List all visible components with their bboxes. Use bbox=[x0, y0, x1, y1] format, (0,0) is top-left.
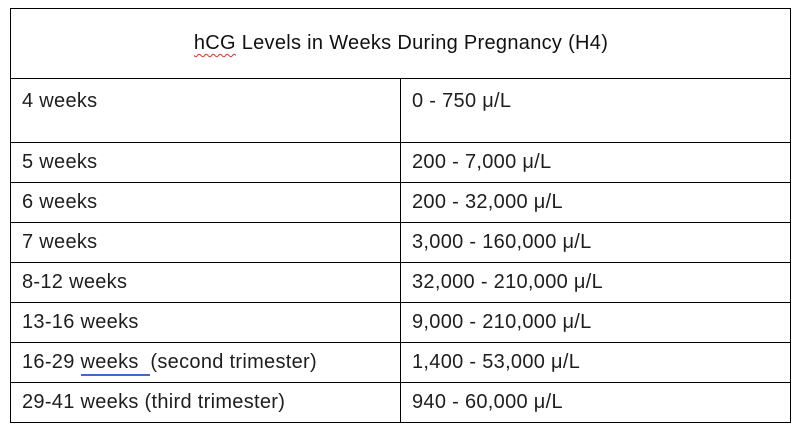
week-text: 7 weeks bbox=[22, 231, 98, 253]
grammar-flagged-text: weeks bbox=[80, 351, 151, 376]
week-cell: 8-12 weeks bbox=[10, 262, 401, 303]
table-row: 8-12 weeks 32,000 - 210,000 μ/L bbox=[10, 262, 791, 303]
table-title-row: hCG Levels in Weeks During Pregnancy (H4… bbox=[10, 8, 791, 79]
table-row: 7 weeks 3,000 - 160,000 μ/L bbox=[10, 222, 791, 263]
level-cell: 1,400 - 53,000 μ/L bbox=[400, 342, 791, 383]
level-cell: 940 - 60,000 μ/L bbox=[400, 382, 791, 423]
week-text: 6 weeks bbox=[22, 191, 98, 213]
week-cell: 5 weeks bbox=[10, 142, 401, 183]
level-cell: 9,000 - 210,000 μ/L bbox=[400, 302, 791, 343]
level-cell: 32,000 - 210,000 μ/L bbox=[400, 262, 791, 303]
table-row: 13-16 weeks 9,000 - 210,000 μ/L bbox=[10, 302, 791, 343]
level-cell: 3,000 - 160,000 μ/L bbox=[400, 222, 791, 263]
week-cell: 7 weeks bbox=[10, 222, 401, 263]
week-text: 4 weeks bbox=[22, 90, 98, 112]
table-row: 4 weeks 0 - 750 μ/L bbox=[10, 78, 791, 143]
level-cell: 200 - 32,000 μ/L bbox=[400, 182, 791, 223]
table-title: hCG Levels in Weeks During Pregnancy (H4… bbox=[10, 8, 791, 79]
week-cell: 16-29 weeks (second trimester) bbox=[10, 342, 401, 383]
table-title-text: Levels in Weeks During Pregnancy (H4) bbox=[235, 32, 609, 54]
table-row: 16-29 weeks (second trimester) 1,400 - 5… bbox=[10, 342, 791, 383]
week-cell: 6 weeks bbox=[10, 182, 401, 223]
week-text: 8-12 weeks bbox=[22, 271, 128, 293]
table-row: 29-41 weeks (third trimester) 940 - 60,0… bbox=[10, 382, 791, 423]
week-text: 16-29 bbox=[22, 351, 81, 373]
week-cell: 4 weeks bbox=[10, 78, 401, 143]
hcg-levels-table: hCG Levels in Weeks During Pregnancy (H4… bbox=[10, 8, 791, 423]
spellcheck-flagged-word: hCG bbox=[193, 32, 236, 54]
week-cell: 29-41 weeks (third trimester) bbox=[10, 382, 401, 423]
level-cell: 200 - 7,000 μ/L bbox=[400, 142, 791, 183]
week-cell: 13-16 weeks bbox=[10, 302, 401, 343]
table-row: 5 weeks 200 - 7,000 μ/L bbox=[10, 142, 791, 183]
table-row: 6 weeks 200 - 32,000 μ/L bbox=[10, 182, 791, 223]
week-text: 13-16 weeks bbox=[22, 311, 139, 333]
week-text: 5 weeks bbox=[22, 151, 98, 173]
week-text-suffix: (second trimester) bbox=[150, 351, 317, 373]
week-text: 29-41 weeks (third trimester) bbox=[22, 391, 286, 413]
level-cell: 0 - 750 μ/L bbox=[400, 78, 791, 143]
